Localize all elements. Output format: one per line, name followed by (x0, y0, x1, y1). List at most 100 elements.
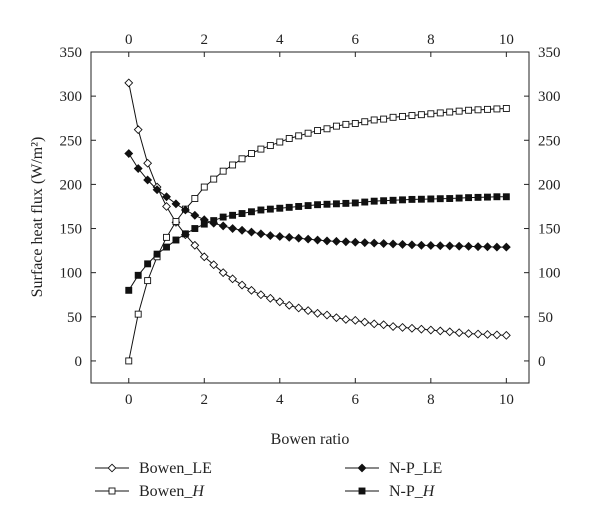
data-point (417, 195, 425, 203)
data-point (229, 161, 237, 169)
x-tick-label-top: 10 (499, 32, 514, 48)
data-point (435, 241, 445, 251)
data-point (465, 106, 473, 114)
data-point (501, 242, 511, 252)
data-point (256, 290, 266, 300)
data-point (237, 280, 247, 290)
data-point (295, 203, 303, 210)
series-bowen-h (125, 105, 510, 365)
data-point (369, 238, 379, 248)
x-axis-title: Bowen ratio (271, 431, 350, 448)
y-tick-label-right: 300 (538, 89, 561, 105)
data-point (200, 220, 208, 228)
data-point (502, 193, 510, 201)
data-point (388, 322, 398, 331)
data-point (389, 113, 397, 121)
data-point (446, 195, 454, 202)
data-point (163, 233, 170, 241)
data-point (369, 319, 379, 329)
data-point (144, 260, 152, 268)
data-point (304, 202, 312, 210)
data-point (190, 210, 200, 220)
data-point (380, 197, 388, 205)
data-point (275, 232, 285, 241)
x-tick-label-bottom: 4 (276, 392, 284, 408)
data-point (454, 241, 464, 251)
data-point (266, 205, 274, 213)
legend-marker (358, 487, 366, 495)
y-tick-label-right: 200 (538, 177, 561, 193)
data-point (219, 213, 227, 221)
data-point (370, 116, 378, 124)
data-point (180, 205, 190, 215)
series-layer (124, 78, 511, 365)
data-point (351, 120, 359, 127)
legend-item: N-P_H (345, 483, 436, 500)
data-point (143, 158, 153, 168)
data-point (314, 201, 322, 209)
data-point (474, 106, 482, 114)
data-point (416, 324, 426, 334)
data-point (493, 193, 501, 201)
x-tick-label-bottom: 2 (201, 392, 209, 408)
data-point (360, 317, 370, 327)
data-point (124, 78, 134, 88)
x-tick-label-bottom: 10 (499, 392, 514, 408)
x-tick-label-top: 6 (352, 32, 360, 48)
data-point (380, 115, 388, 123)
data-point (209, 260, 219, 270)
data-point (294, 233, 304, 243)
series-n-p-le (124, 149, 511, 252)
data-point (484, 193, 491, 201)
data-point (153, 250, 161, 258)
data-point (284, 300, 294, 310)
data-point (332, 200, 340, 208)
legend-label: Bowen_LE (139, 460, 212, 477)
data-point (351, 199, 359, 207)
legend: Bowen_LE Bowen_H N-P_LE N-P_H (95, 460, 442, 500)
data-point (152, 185, 162, 195)
x-tick-label-top: 0 (125, 32, 133, 48)
legend-label: Bowen_H (139, 483, 205, 500)
data-point (266, 142, 274, 150)
data-point (416, 240, 426, 250)
data-point (427, 110, 435, 118)
y-tick-label-left: 100 (60, 266, 83, 282)
data-point (171, 199, 181, 209)
data-point (322, 310, 332, 320)
data-point (199, 252, 209, 262)
data-point (257, 206, 265, 214)
data-point (484, 105, 491, 113)
data-point (248, 150, 255, 157)
data-point (454, 328, 464, 338)
data-point (304, 129, 312, 137)
data-point (322, 236, 332, 246)
y-tick-label-left: 250 (60, 133, 83, 149)
data-point (238, 155, 246, 163)
legend-marker (357, 463, 367, 473)
data-point (399, 196, 406, 204)
data-point (473, 329, 483, 339)
data-point (314, 127, 322, 135)
data-point (426, 325, 436, 335)
data-point (323, 125, 331, 133)
y-tick-label-left: 200 (60, 177, 83, 193)
data-point (465, 194, 473, 202)
data-point (331, 313, 341, 323)
data-point (172, 236, 180, 244)
x-tick-label-top: 2 (201, 32, 209, 48)
data-point (426, 241, 436, 250)
legend-item: Bowen_H (95, 483, 205, 500)
data-point (483, 242, 492, 252)
data-point (379, 239, 389, 248)
data-point (219, 167, 227, 175)
data-point (133, 164, 143, 173)
data-point (162, 202, 171, 211)
data-point (134, 310, 142, 318)
data-point (284, 232, 294, 242)
data-point (237, 225, 247, 235)
data-point (200, 183, 208, 191)
data-point (408, 112, 416, 120)
